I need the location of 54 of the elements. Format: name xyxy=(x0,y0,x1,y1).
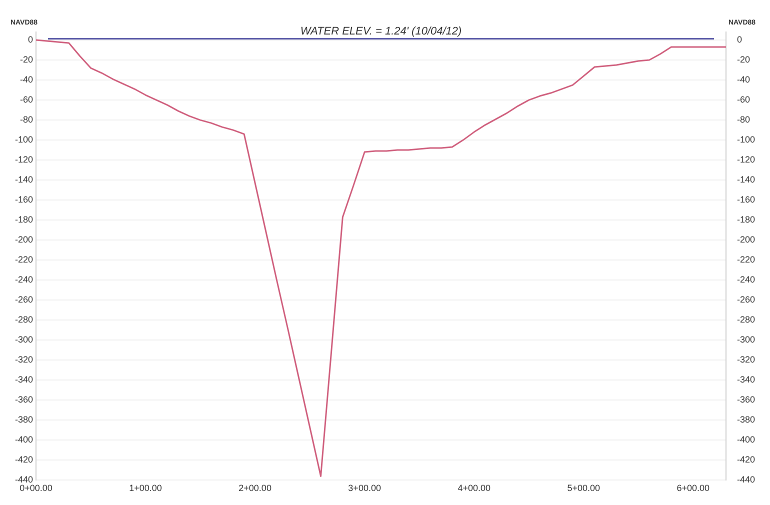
y-tick-label: -320 xyxy=(15,354,34,365)
y2-tick-label: 0 xyxy=(736,34,742,44)
y2-tick-label: -140 xyxy=(736,174,755,185)
x-tick-label: 5+00.00 xyxy=(567,483,600,494)
y-tick-label: -160 xyxy=(15,194,34,205)
x-tick-label: 2+00.00 xyxy=(238,483,272,494)
y2-tick-label: -440 xyxy=(736,474,755,485)
y2-tick-label: -260 xyxy=(736,294,755,305)
y2-tick-label: -180 xyxy=(736,214,755,225)
y2-tick-label: -220 xyxy=(736,254,755,265)
y2-tick-label: -420 xyxy=(736,454,755,465)
y2-tick-label: -300 xyxy=(736,334,755,345)
x-tick-label: 0+00.00 xyxy=(20,483,52,494)
y-tick-label: -280 xyxy=(15,314,34,325)
y-tick-label: -220 xyxy=(15,254,34,265)
y2-tick-label: -320 xyxy=(736,354,755,365)
y2-tick-label: -380 xyxy=(736,414,755,425)
y-tick-label: -360 xyxy=(15,394,34,405)
y-tick-label: -200 xyxy=(15,234,34,245)
y-tick-label: -120 xyxy=(15,154,34,165)
ref-line-label: WATER ELEV. = 1.24' (10/04/12) xyxy=(300,25,462,38)
y2-tick-label: -240 xyxy=(736,274,755,285)
y-tick-label: -420 xyxy=(15,454,34,465)
y2-tick-label: -100 xyxy=(736,134,755,145)
y-tick-label: -180 xyxy=(15,214,34,225)
y-tick-label: -380 xyxy=(15,414,34,425)
y-tick-label: -40 xyxy=(20,74,34,85)
x-tick-label: 4+00.00 xyxy=(458,483,490,494)
y-tick-label: -20 xyxy=(20,54,34,64)
y2-tick-label: -400 xyxy=(736,434,755,445)
y-tick-label: -400 xyxy=(15,434,34,445)
y2-tick-label: -160 xyxy=(736,194,755,205)
y2-tick-label: -360 xyxy=(736,394,755,405)
y-tick-label: -260 xyxy=(15,294,34,305)
y-tick-label: -60 xyxy=(20,94,34,105)
y2-tick-label: -120 xyxy=(736,154,755,165)
y2-tick-label: -280 xyxy=(736,314,755,325)
y-tick-label: -140 xyxy=(15,174,34,185)
y-tick-label: 0 xyxy=(28,34,34,44)
y-tick-label: -240 xyxy=(15,274,34,285)
y-tick-label: -100 xyxy=(15,134,34,145)
y-tick-label: -340 xyxy=(15,374,34,385)
y-tick-label: -80 xyxy=(20,114,34,125)
y-tick-label: -300 xyxy=(15,334,34,345)
y2-tick-label: -40 xyxy=(736,74,750,85)
y2-tick-label: -200 xyxy=(736,234,755,245)
x-tick-label: 3+00.00 xyxy=(348,483,381,494)
y2-tick-label: -60 xyxy=(736,94,750,105)
x-tick-label: 6+00.00 xyxy=(676,483,710,494)
y2-tick-label: -80 xyxy=(736,114,750,125)
y-tick-label: -440 xyxy=(15,474,34,485)
y2-tick-label: -20 xyxy=(736,54,750,64)
y2-tick-label: -340 xyxy=(736,374,755,385)
x-tick-label: 1+00.00 xyxy=(129,483,162,494)
